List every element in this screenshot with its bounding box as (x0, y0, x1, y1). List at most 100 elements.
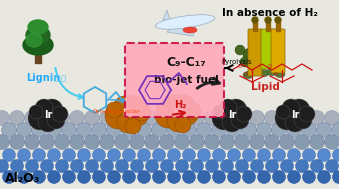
Text: HDO: HDO (49, 75, 67, 84)
Circle shape (107, 149, 120, 161)
Circle shape (252, 17, 258, 23)
Circle shape (296, 160, 308, 173)
Ellipse shape (23, 35, 53, 55)
Circle shape (0, 111, 9, 125)
Circle shape (62, 149, 76, 161)
Circle shape (213, 149, 225, 161)
Circle shape (236, 160, 248, 173)
Circle shape (117, 111, 139, 133)
Circle shape (155, 102, 181, 128)
Circle shape (119, 95, 145, 121)
Circle shape (197, 122, 212, 138)
Circle shape (282, 99, 300, 117)
Bar (266, 22, 270, 31)
Circle shape (310, 135, 324, 149)
Circle shape (295, 135, 310, 149)
Circle shape (55, 135, 69, 149)
Circle shape (71, 160, 83, 173)
Circle shape (264, 135, 279, 149)
FancyArrowPatch shape (197, 78, 219, 88)
Text: Al₂O₃: Al₂O₃ (5, 172, 40, 185)
Circle shape (288, 99, 310, 121)
Text: Pyrolysis: Pyrolysis (222, 59, 252, 65)
Circle shape (182, 149, 196, 161)
Polygon shape (167, 20, 197, 36)
Circle shape (265, 17, 271, 23)
Circle shape (56, 160, 68, 173)
Circle shape (250, 135, 264, 149)
Circle shape (167, 149, 180, 161)
Text: Pt: Pt (172, 107, 184, 117)
Circle shape (62, 170, 76, 184)
Circle shape (204, 135, 219, 149)
FancyBboxPatch shape (261, 29, 275, 69)
Circle shape (213, 105, 227, 119)
FancyArrowPatch shape (225, 65, 233, 71)
Circle shape (18, 170, 31, 184)
Circle shape (273, 149, 285, 161)
Circle shape (235, 111, 250, 125)
Circle shape (114, 96, 134, 116)
Circle shape (129, 135, 144, 149)
Circle shape (40, 135, 55, 149)
Circle shape (84, 135, 100, 149)
Text: bio-jet fuel: bio-jet fuel (154, 75, 218, 85)
Circle shape (33, 149, 45, 161)
Circle shape (259, 44, 271, 56)
Circle shape (0, 160, 8, 173)
Circle shape (240, 57, 250, 67)
Circle shape (275, 106, 299, 130)
Circle shape (250, 111, 264, 125)
Circle shape (167, 170, 180, 184)
Circle shape (212, 122, 226, 138)
Ellipse shape (259, 70, 269, 77)
Circle shape (85, 160, 99, 173)
Text: O: O (268, 64, 272, 68)
Circle shape (251, 160, 263, 173)
Circle shape (78, 170, 91, 184)
Circle shape (182, 170, 196, 184)
Circle shape (242, 149, 256, 161)
Circle shape (286, 122, 301, 138)
Circle shape (285, 112, 305, 132)
Circle shape (183, 102, 201, 120)
Circle shape (29, 105, 43, 119)
Circle shape (272, 122, 286, 138)
Circle shape (38, 112, 58, 132)
FancyBboxPatch shape (271, 29, 285, 73)
Circle shape (61, 122, 77, 138)
Circle shape (138, 170, 151, 184)
Circle shape (129, 111, 144, 125)
Circle shape (166, 122, 181, 138)
Circle shape (18, 149, 31, 161)
Circle shape (47, 149, 60, 161)
Circle shape (78, 149, 91, 161)
FancyArrowPatch shape (173, 111, 185, 116)
Circle shape (302, 170, 316, 184)
Circle shape (33, 170, 45, 184)
Circle shape (115, 135, 129, 149)
Circle shape (122, 149, 136, 161)
Text: C₉-C₁₇: C₉-C₁₇ (166, 57, 206, 70)
Circle shape (258, 149, 271, 161)
Circle shape (128, 106, 148, 126)
Circle shape (47, 170, 60, 184)
Circle shape (145, 160, 159, 173)
Circle shape (241, 122, 257, 138)
Text: Ir: Ir (228, 110, 236, 120)
Circle shape (41, 99, 63, 121)
Circle shape (333, 170, 339, 184)
Circle shape (275, 17, 281, 23)
Polygon shape (163, 10, 170, 20)
Ellipse shape (155, 15, 215, 29)
Circle shape (190, 135, 204, 149)
Circle shape (160, 160, 174, 173)
Circle shape (122, 170, 136, 184)
Circle shape (125, 118, 141, 134)
Circle shape (257, 122, 272, 138)
Ellipse shape (26, 33, 42, 47)
Circle shape (279, 111, 295, 125)
Circle shape (310, 111, 324, 125)
Circle shape (24, 135, 40, 149)
Circle shape (276, 105, 290, 119)
